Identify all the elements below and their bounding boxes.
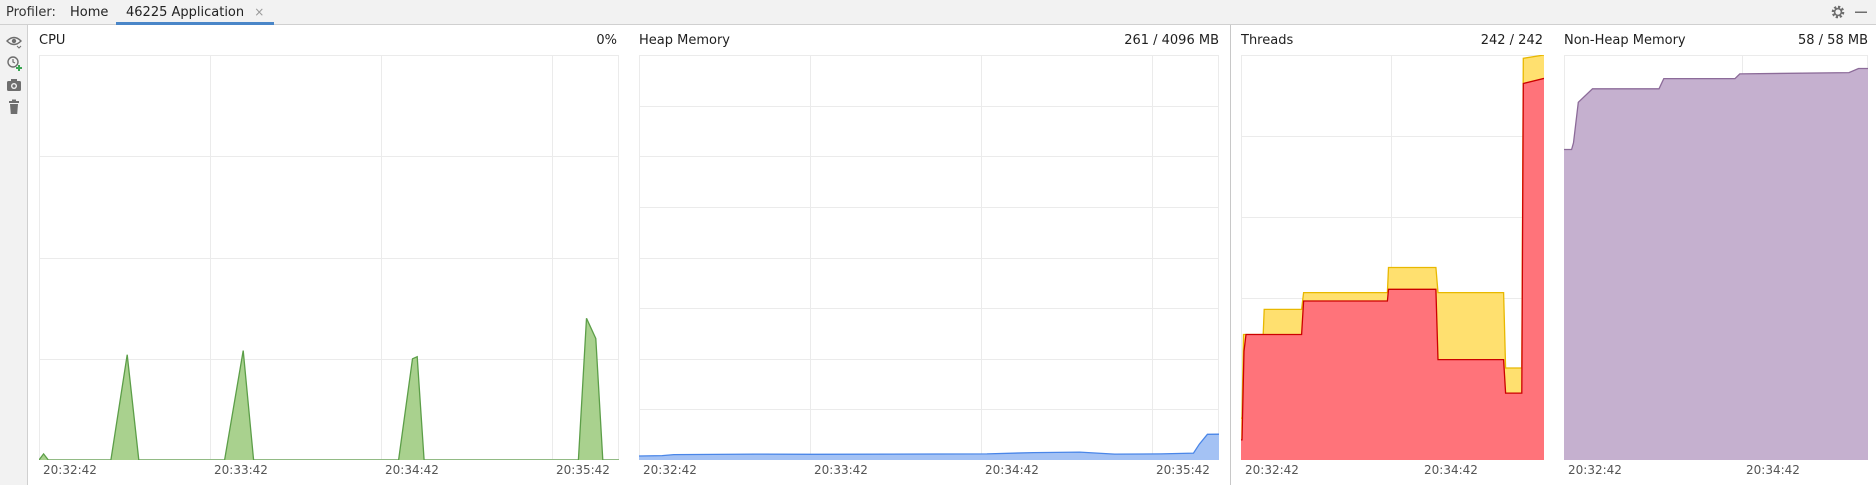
x-tick-label: 20:34:42 [1424, 463, 1478, 477]
x-tick-label: 20:34:42 [985, 463, 1039, 477]
series-line [639, 433, 1219, 457]
series-line [1564, 67, 1868, 151]
non-heap-memory-title: Non-Heap Memory [1564, 33, 1686, 48]
tab-home-label: Home [70, 5, 109, 20]
heap-memory-title: Heap Memory [639, 33, 730, 48]
threads-value: 242 / 242 [1480, 33, 1543, 48]
tab-application[interactable]: 46225 Application × [116, 0, 275, 25]
gear-icon[interactable] [1830, 4, 1846, 20]
non-heap-memory-value: 58 / 58 MB [1798, 33, 1868, 48]
profiler-tab-bar: Profiler: Home 46225 Application × [0, 0, 1876, 25]
profiler-label: Profiler: [6, 5, 56, 20]
camera-icon[interactable] [6, 77, 22, 93]
series-area [1564, 68, 1868, 460]
heap-memory-chart[interactable] [639, 55, 1219, 460]
threads-panel: Threads 242 / 242 20:32:42 20:34:42 [1232, 25, 1547, 485]
x-tick-label: 20:32:42 [43, 463, 97, 477]
series-line [1241, 55, 1544, 419]
x-tick-label: 20:35:42 [1156, 463, 1210, 477]
tab-application-label: 46225 Application [126, 5, 245, 20]
series-area [639, 434, 1219, 460]
add-session-icon[interactable] [6, 55, 22, 71]
cpu-chart[interactable] [39, 55, 619, 460]
x-tick-label: 20:34:42 [385, 463, 439, 477]
x-tick-label: 20:35:42 [556, 463, 610, 477]
x-tick-label: 20:32:42 [1568, 463, 1622, 477]
heap-memory-value: 261 / 4096 MB [1124, 33, 1219, 48]
cpu-panel: CPU 0% 20:32:42 20:33:42 20:34:42 20:35:… [28, 25, 623, 485]
series-area [39, 318, 619, 460]
cpu-value: 0% [596, 33, 617, 48]
tab-home[interactable]: Home [60, 0, 118, 25]
eye-icon[interactable] [6, 33, 22, 49]
panel-divider[interactable] [1230, 25, 1231, 485]
threads-chart[interactable] [1241, 55, 1544, 460]
close-icon[interactable]: × [254, 5, 265, 19]
x-tick-label: 20:33:42 [214, 463, 268, 477]
x-tick-label: 20:32:42 [1245, 463, 1299, 477]
series-line [39, 318, 619, 460]
trash-icon[interactable] [6, 99, 22, 115]
heap-memory-panel: Heap Memory 261 / 4096 MB 20:32:42 20:33… [628, 25, 1223, 485]
x-tick-label: 20:34:42 [1746, 463, 1800, 477]
cpu-title: CPU [39, 33, 66, 48]
x-tick-label: 20:32:42 [643, 463, 697, 477]
threads-title: Threads [1241, 33, 1294, 48]
minimize-icon[interactable] [1853, 4, 1869, 20]
chart-frame [639, 55, 1219, 460]
non-heap-memory-chart[interactable] [1564, 55, 1868, 460]
x-tick-label: 20:33:42 [814, 463, 868, 477]
left-toolbar [0, 25, 28, 485]
series-line [1241, 77, 1544, 441]
series-area [1241, 78, 1544, 460]
non-heap-memory-panel: Non-Heap Memory 58 / 58 MB 20:32:42 20:3… [1556, 25, 1872, 485]
